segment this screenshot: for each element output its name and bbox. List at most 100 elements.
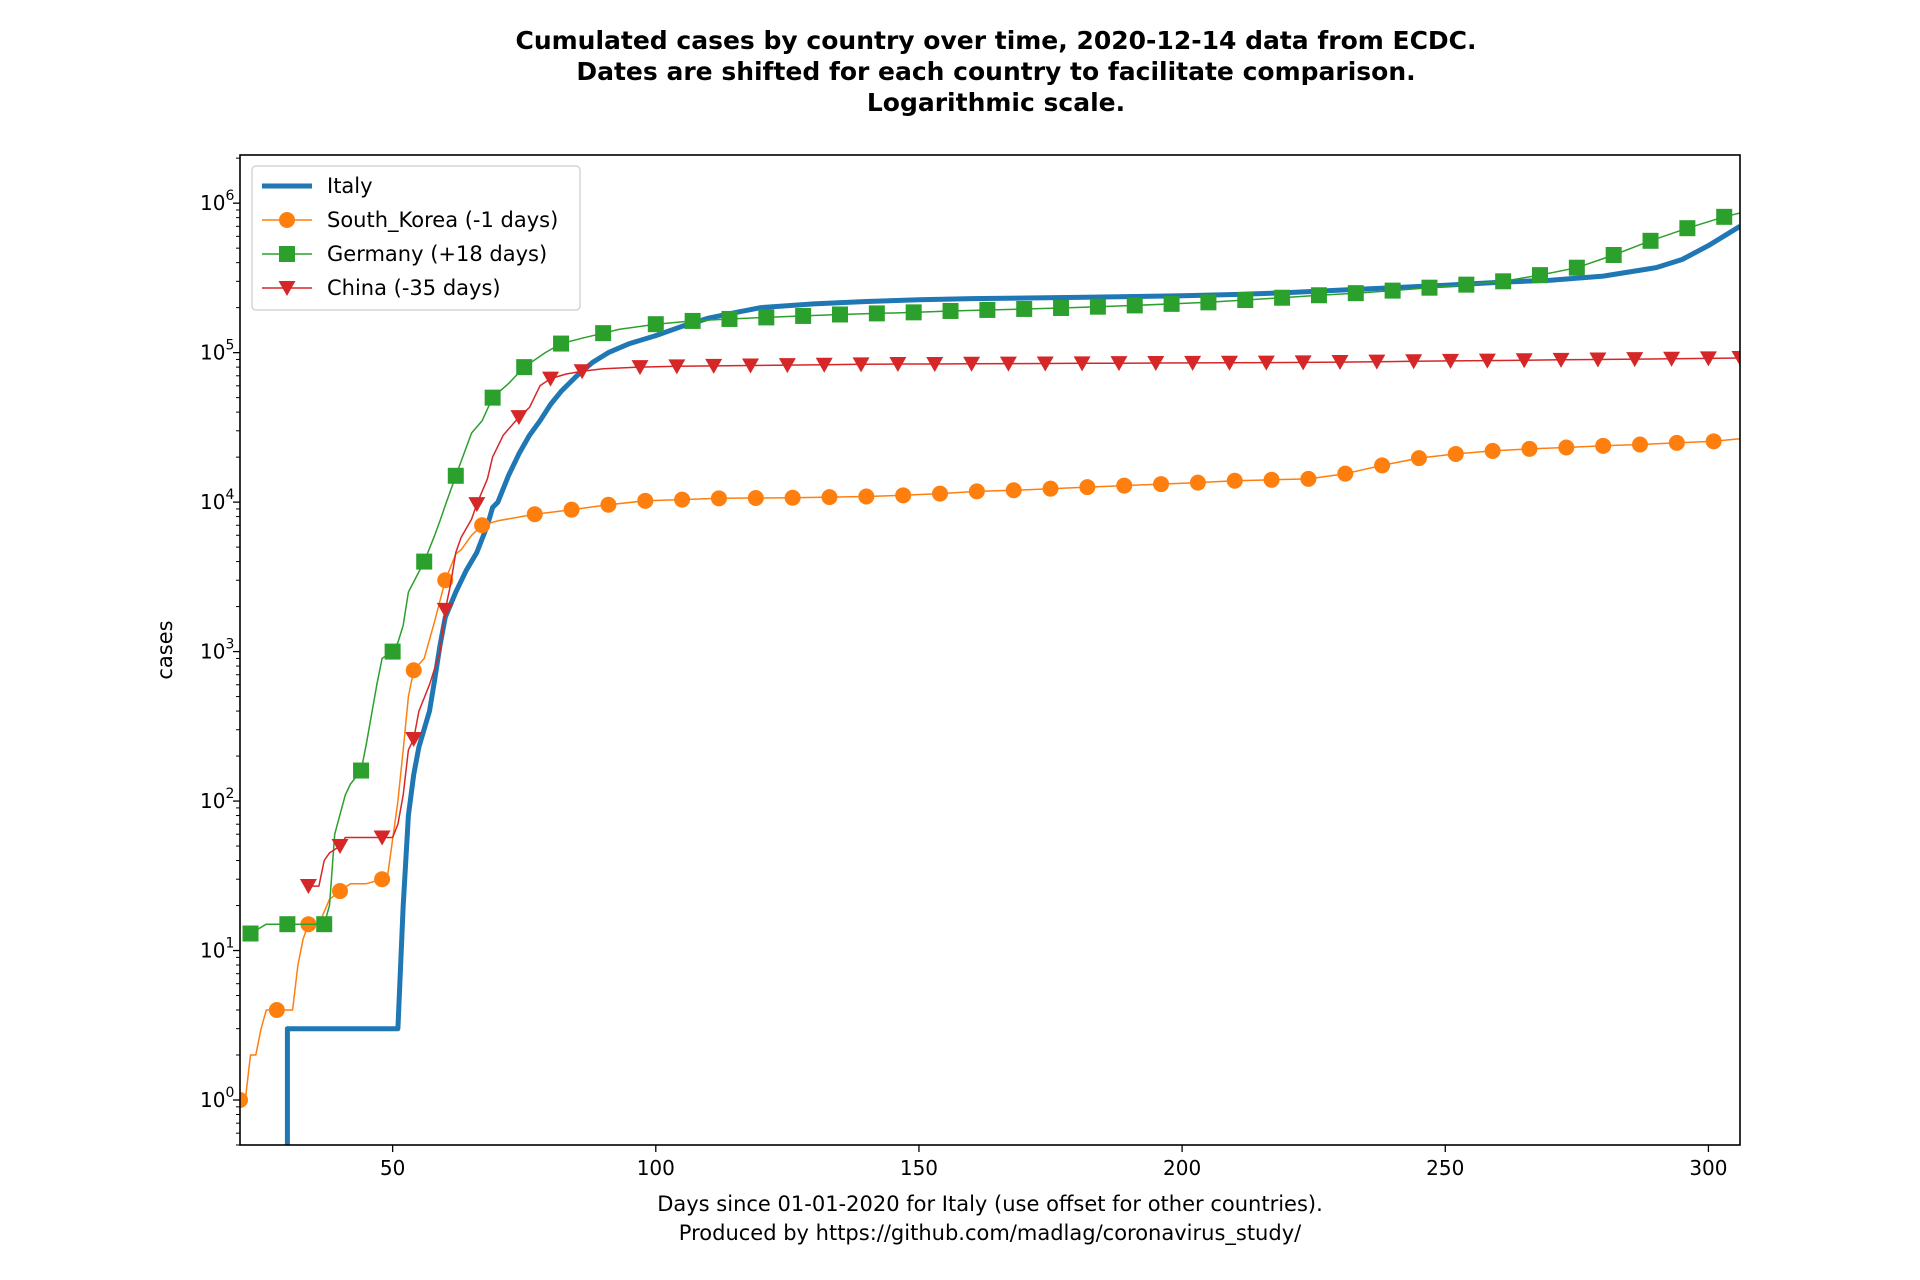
data-point <box>795 307 812 324</box>
data-point <box>1310 287 1327 304</box>
data-point <box>1532 267 1548 284</box>
data-point <box>1484 442 1501 459</box>
data-point <box>668 359 686 375</box>
data-point <box>1478 353 1496 369</box>
legend-label: China (-35 days) <box>327 276 501 300</box>
data-point <box>1384 282 1401 299</box>
data-point <box>1263 471 1280 488</box>
data-point <box>332 883 348 900</box>
data-point <box>1368 354 1386 370</box>
data-point <box>1589 352 1607 368</box>
legend: Italy South_Korea (-1 days) Germany (+18 d… <box>251 165 581 311</box>
data-point <box>416 553 433 570</box>
data-point <box>932 485 948 502</box>
x-axis: 50 100 150 200 250 300 <box>380 1145 1728 1180</box>
data-point <box>1073 356 1091 372</box>
data-point <box>1558 439 1575 456</box>
legend-label: Germany (+18 days) <box>327 242 547 266</box>
data-point <box>405 732 423 748</box>
series-Italy <box>284 224 1740 1145</box>
data-point <box>979 301 996 318</box>
data-point <box>1116 477 1133 494</box>
legend-item: Italy <box>262 174 373 198</box>
data-point <box>316 916 333 933</box>
data-point <box>1495 273 1512 290</box>
data-point <box>1226 472 1243 489</box>
data-point <box>963 356 981 372</box>
data-point <box>758 309 775 326</box>
data-point <box>1005 482 1022 499</box>
data-point <box>1189 474 1206 491</box>
data-point <box>1089 298 1106 315</box>
data-point <box>1274 289 1291 306</box>
series-South_Korea (-1 days) <box>240 433 1740 1109</box>
y-axis-label: cases <box>153 620 177 679</box>
x-axis-label-line-1: Days since 01-01-2020 for Italy (use off… <box>657 1192 1323 1216</box>
data-point <box>1257 355 1275 371</box>
data-point <box>905 304 922 321</box>
data-point <box>542 371 560 387</box>
data-point <box>600 496 617 513</box>
data-point <box>1632 436 1648 453</box>
data-point <box>1716 208 1733 225</box>
data-point <box>710 490 727 507</box>
x-tick-label: 200 <box>1163 1156 1201 1180</box>
data-point <box>1410 450 1427 467</box>
data-point <box>1663 351 1681 367</box>
data-point <box>1079 479 1096 496</box>
data-point <box>721 310 738 327</box>
data-point <box>1220 355 1238 371</box>
data-point <box>832 306 848 323</box>
data-point <box>553 335 570 352</box>
data-point <box>1016 300 1033 317</box>
data-point <box>1036 356 1054 372</box>
data-point <box>1331 355 1349 371</box>
x-tick-label: 150 <box>900 1156 938 1180</box>
legend-marker <box>279 212 295 228</box>
data-point <box>353 762 370 779</box>
x-axis-label: Days since 01-01-2020 for Italy (use off… <box>657 1192 1323 1246</box>
data-point <box>595 325 612 342</box>
series-Germany (+18 days) <box>242 208 1740 942</box>
data-point <box>1126 297 1143 314</box>
data-point <box>1699 351 1717 367</box>
data-point <box>468 497 486 513</box>
data-point <box>526 506 543 523</box>
data-point <box>895 487 912 504</box>
legend-label: Italy <box>327 174 373 198</box>
title-line-2: Dates are shifted for each country to fa… <box>576 57 1415 86</box>
legend-item: China (-35 days) <box>262 276 501 300</box>
data-point <box>821 489 838 506</box>
data-point <box>240 1092 248 1109</box>
data-point <box>778 358 796 374</box>
data-point <box>1568 259 1585 276</box>
legend-item: Germany (+18 days) <box>262 242 547 266</box>
data-point <box>516 359 533 376</box>
data-point <box>1053 299 1070 316</box>
data-point <box>1153 476 1170 493</box>
data-point <box>705 358 723 374</box>
data-point <box>1521 440 1538 457</box>
data-point <box>447 467 464 484</box>
series-line <box>284 224 1740 1145</box>
data-point <box>1184 355 1202 371</box>
data-point <box>374 871 391 888</box>
data-point <box>1294 355 1312 371</box>
data-point <box>999 356 1017 372</box>
data-point <box>1110 356 1128 372</box>
data-point <box>1515 353 1533 369</box>
data-point <box>926 356 944 372</box>
data-point <box>1679 220 1696 237</box>
data-point <box>868 305 885 322</box>
series-line <box>308 357 1740 887</box>
chart-title: Cumulated cases by country over time, 20… <box>515 26 1476 117</box>
title-line-3: Logarithmic scale. <box>867 88 1125 117</box>
data-point <box>968 483 985 500</box>
data-point <box>1595 437 1612 454</box>
data-point <box>268 1002 285 1019</box>
data-point <box>1668 434 1685 451</box>
data-point <box>1442 353 1460 369</box>
data-point <box>889 356 907 372</box>
data-point <box>1421 279 1438 296</box>
